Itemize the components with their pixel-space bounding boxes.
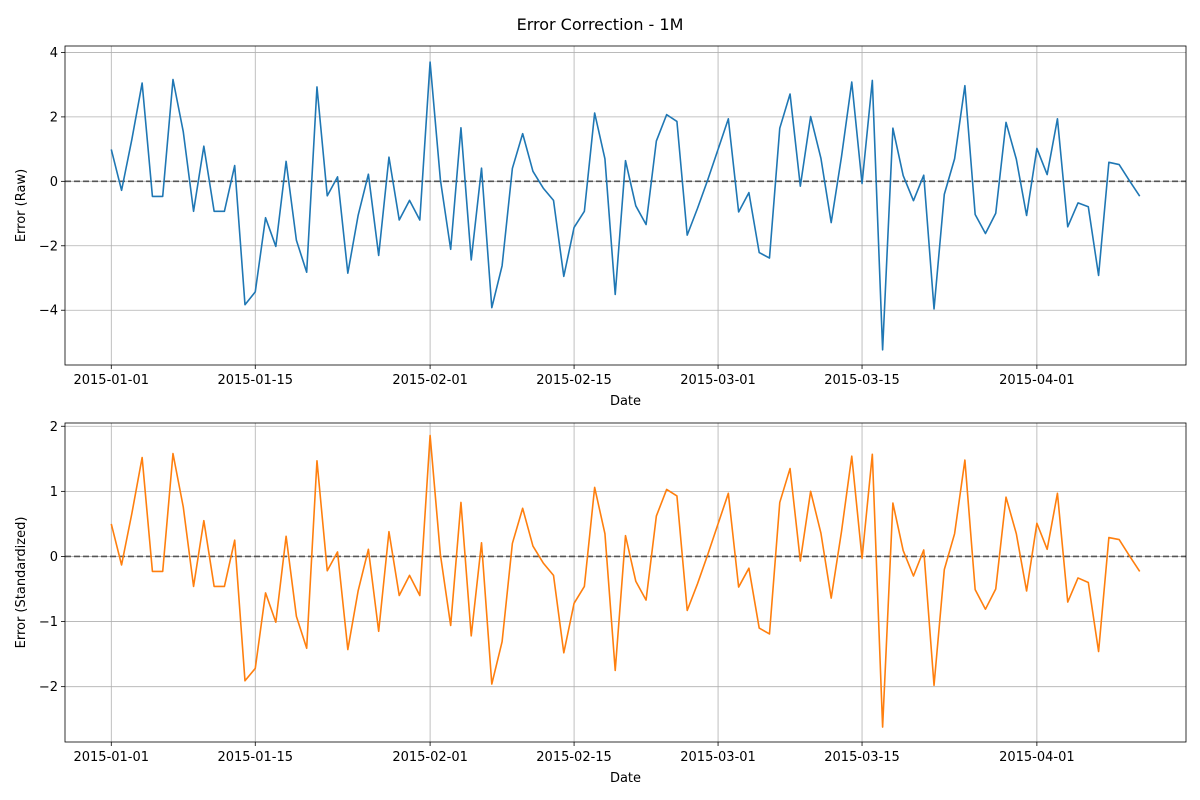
x-tick-label: 2015-03-01 — [680, 750, 756, 765]
x-tick-label: 2015-01-15 — [217, 750, 293, 765]
x-tick-label: 2015-01-15 — [217, 373, 293, 388]
y-tick-label: 2 — [50, 420, 58, 435]
x-tick-label: 2015-03-01 — [680, 373, 756, 388]
y-tick-label: 4 — [50, 46, 58, 61]
x-tick-label: 2015-02-01 — [392, 373, 468, 388]
figure-title: Error Correction - 1M — [517, 15, 684, 34]
y-tick-label: −1 — [39, 615, 58, 630]
x-tick-label: 2015-02-15 — [536, 373, 612, 388]
y-tick-label: −2 — [39, 680, 58, 695]
subplot-1: 2015-01-01 2015-01-15 2015-02-01 2015-02-15… — [14, 45, 1187, 409]
x-tick-label: 2015-02-01 — [392, 750, 468, 765]
x-tick-label: 2015-01-01 — [73, 750, 149, 765]
x-tick-label: 2015-04-01 — [999, 373, 1075, 388]
x-tick-label: 2015-02-15 — [536, 750, 612, 765]
series-line-1 — [110, 434, 1141, 728]
x-axis-label: Date — [610, 771, 641, 786]
axes-frame — [64, 45, 1187, 366]
y-tick-label: 0 — [50, 550, 58, 565]
y-axis-label: Error (Raw) — [14, 169, 29, 242]
y-tick-label: 1 — [50, 485, 58, 500]
y-axis-label: Error (Standardized) — [14, 517, 29, 649]
y-tick-label: 2 — [50, 110, 58, 125]
x-tick-label: 2015-03-15 — [824, 750, 900, 765]
x-tick-label: 2015-03-15 — [824, 373, 900, 388]
subplot-2: 2015-01-01 2015-01-15 2015-02-01 2015-02-15… — [14, 420, 1187, 786]
y-tick-label: 0 — [50, 175, 58, 190]
x-axis-label: Date — [610, 394, 641, 409]
x-tick-label: 2015-04-01 — [999, 750, 1075, 765]
series-line-1 — [110, 61, 1141, 351]
y-tick-label: −2 — [39, 239, 58, 254]
axes-frame — [64, 422, 1187, 743]
x-tick-label: 2015-01-01 — [73, 373, 149, 388]
y-tick-label: −4 — [39, 304, 58, 319]
plots: 2015-01-01 2015-01-15 2015-02-01 2015-02-15… — [14, 45, 1187, 786]
